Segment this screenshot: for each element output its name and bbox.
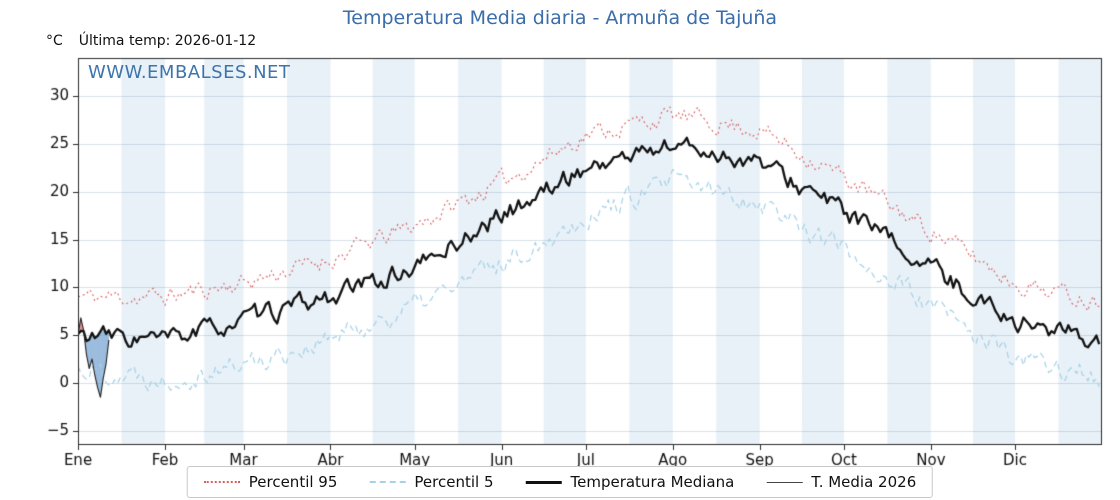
legend-label-p95: Percentil 95 <box>248 473 338 491</box>
last-temp-label: Última temp: 2026-01-12 <box>78 33 257 49</box>
legend-item-median: Temperatura Mediana <box>525 473 734 491</box>
legend-label-p5: Percentil 5 <box>414 473 494 491</box>
legend-line-sample-t2026 <box>766 481 803 483</box>
legend-line-sample-median <box>525 480 562 484</box>
chart-title: Temperatura Media diaria - Armuña de Taj… <box>342 7 778 29</box>
watermark-text: WWW.EMBALSES.NET <box>88 62 291 83</box>
legend-item-t2026: T. Media 2026 <box>766 473 916 491</box>
y-axis-unit-label: °C <box>46 33 63 49</box>
legend-line-sample-p5 <box>369 481 406 483</box>
legend-label-median: Temperatura Mediana <box>570 473 735 491</box>
legend-label-t2026: T. Media 2026 <box>811 473 917 491</box>
axis-info-row: °C Última temp: 2026-01-12 <box>46 33 256 49</box>
legend: Percentil 95 Percentil 5 Temperatura Med… <box>186 466 934 498</box>
legend-item-p5: Percentil 5 <box>369 473 493 491</box>
legend-item-p95: Percentil 95 <box>203 473 338 491</box>
legend-line-sample-p95 <box>203 481 240 483</box>
